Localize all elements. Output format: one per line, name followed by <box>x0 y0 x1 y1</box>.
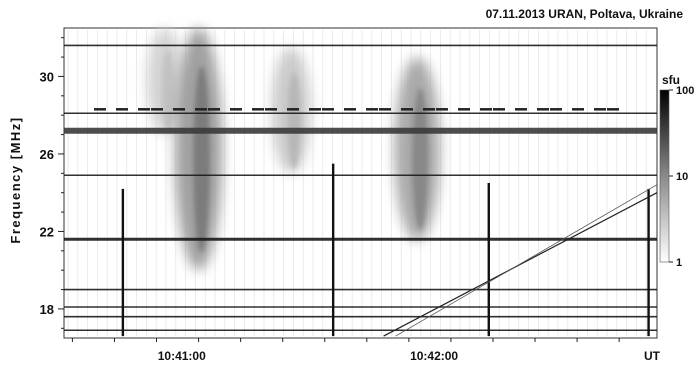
colorbar-ticks: 1 10 100 <box>669 85 694 269</box>
x-axis-unit-label: UT <box>644 349 661 363</box>
x-axis: 10:41:00 10:42:00 <box>71 338 620 363</box>
colorbar-tick-label: 1 <box>676 257 682 269</box>
x-tick-label: 10:41:00 <box>158 349 206 363</box>
drift-line <box>395 184 658 337</box>
x-tick-label: 10:42:00 <box>410 349 458 363</box>
y-tick-label: 22 <box>40 224 54 239</box>
plot-area <box>64 28 658 337</box>
y-axis: 18 22 26 30 <box>40 37 64 329</box>
colorbar-tick-label: 10 <box>676 171 688 183</box>
radio-burst-core <box>193 65 210 253</box>
colorbar-tick-label: 100 <box>676 85 694 97</box>
y-tick-label: 26 <box>40 147 54 162</box>
y-tick-label: 30 <box>40 69 54 84</box>
y-axis-label: Frequency [MHz] <box>8 116 23 243</box>
radio-burst-core <box>287 71 301 169</box>
y-tick-label: 18 <box>40 302 54 317</box>
chart-title: 07.11.2013 URAN, Poltava, Ukraine <box>486 7 684 21</box>
colorbar <box>659 89 670 263</box>
colorbar-label: sfu <box>662 73 680 87</box>
drift-line <box>383 192 658 337</box>
radio-burst-core <box>161 50 175 133</box>
radio-burst-core <box>412 88 429 230</box>
